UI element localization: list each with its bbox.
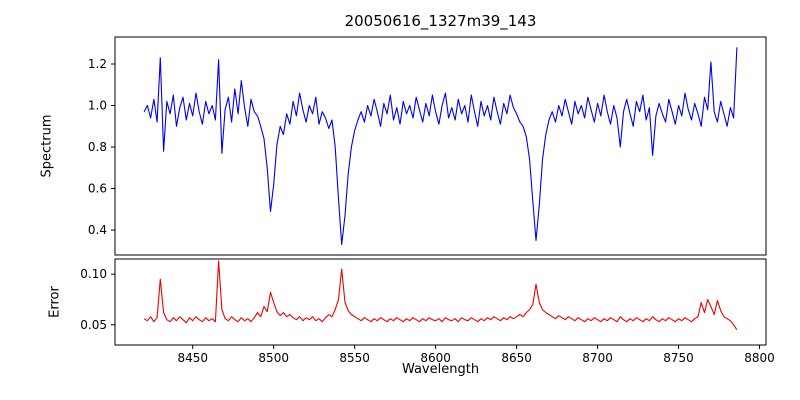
y-tick-label: 1.0 [88, 99, 107, 113]
y-tick-label: 0.8 [88, 140, 107, 154]
y-tick-label: 0.10 [80, 267, 107, 281]
x-tick-label: 8550 [339, 351, 370, 365]
spectrum-line [143, 47, 738, 246]
x-tick-label: 8800 [744, 351, 775, 365]
chart-title: 20050616_1327m39_143 [344, 12, 537, 30]
x-tick-label: 8650 [501, 351, 532, 365]
x-tick-label: 8450 [177, 351, 208, 365]
x-tick-label: 8600 [420, 351, 451, 365]
y-tick-label: 0.6 [88, 182, 107, 196]
y-tick-label: 0.05 [80, 318, 107, 332]
y-tick-label: 0.4 [88, 223, 107, 237]
x-axis-label: Wavelength [401, 362, 480, 377]
error-line [143, 260, 738, 331]
x-tick-label: 8750 [663, 351, 694, 365]
error-panel-frame [114, 258, 767, 346]
x-tick-label: 8500 [258, 351, 289, 365]
spectrum-panel-frame [114, 36, 767, 256]
x-tick-label: 8700 [582, 351, 613, 365]
y-tick-label: 1.2 [88, 57, 107, 71]
